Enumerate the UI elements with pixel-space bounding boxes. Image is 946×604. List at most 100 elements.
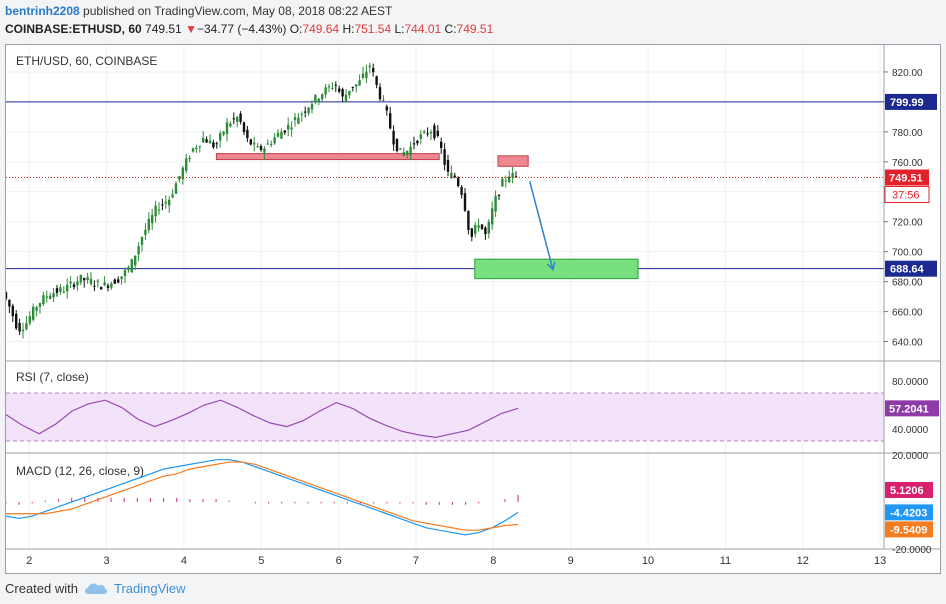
countdown-tag xyxy=(884,186,930,204)
candle-body xyxy=(297,117,300,124)
y-tick-label: 720.00 xyxy=(892,218,923,229)
arrow-head xyxy=(546,261,556,272)
candle-body xyxy=(423,131,426,133)
close-label: C: xyxy=(444,22,457,36)
y-tick-label: 680.00 xyxy=(892,278,923,289)
candle-body xyxy=(120,276,123,280)
candle-body xyxy=(140,237,144,245)
x-tick-label: 9 xyxy=(568,555,574,567)
candle-body xyxy=(287,124,290,130)
support-zone[interactable] xyxy=(474,258,639,280)
macd-value-tag xyxy=(885,481,933,498)
price-change: −34.77 (−4.43%) xyxy=(196,22,287,36)
open-label: O: xyxy=(289,22,303,36)
candle-body xyxy=(514,176,518,178)
candle-body xyxy=(103,282,106,286)
candle-body xyxy=(324,87,327,95)
candle-body xyxy=(399,148,402,150)
candle-body xyxy=(477,225,480,228)
resistance-zone[interactable] xyxy=(215,153,440,161)
candle-body xyxy=(372,67,375,73)
candle-body xyxy=(416,140,419,144)
candle-body xyxy=(501,178,504,187)
candle-body xyxy=(406,150,409,155)
y-tick-label: 640.00 xyxy=(892,338,923,349)
candle-body xyxy=(283,130,286,133)
candle-body xyxy=(290,127,293,130)
x-tick-label: 4 xyxy=(181,555,187,567)
candle-body xyxy=(195,147,198,150)
candle-body xyxy=(436,130,439,136)
candle-body xyxy=(93,285,96,287)
candle-body xyxy=(348,90,351,96)
candle-body xyxy=(52,293,55,298)
candle-body xyxy=(327,86,331,88)
high-value: 751.54 xyxy=(354,22,392,36)
projection-arrow[interactable] xyxy=(528,181,554,270)
macd-tick-label: 20.0000 xyxy=(892,451,929,462)
candle-body xyxy=(266,143,269,145)
candle-body xyxy=(72,284,76,287)
candle-body xyxy=(25,323,28,330)
candle-body xyxy=(467,210,470,230)
chart-container[interactable]: 2 3 4 5 6 7 8 9 10 11 12 13 640.00 660.00 680.00 700.00… xyxy=(4,44,941,574)
candle-body xyxy=(412,143,416,145)
candle-body xyxy=(96,280,99,282)
candle-body xyxy=(358,80,361,86)
y-tick-label: 660.00 xyxy=(892,308,923,319)
candle-body xyxy=(11,305,14,317)
candle-body xyxy=(457,177,460,187)
author-link[interactable]: bentrinh2208 xyxy=(5,4,80,18)
candle-body xyxy=(497,194,501,196)
candle-body xyxy=(157,209,161,211)
level-price-label: 688.64 xyxy=(890,264,925,276)
last-price-tag xyxy=(885,169,929,186)
x-tick-label: 10 xyxy=(642,555,654,567)
candle-body xyxy=(443,149,446,165)
macd-value-label: -9.5409 xyxy=(890,524,927,536)
candle-body xyxy=(419,134,422,139)
signal-line xyxy=(6,461,519,531)
countdown-label: 37:56 xyxy=(892,190,920,202)
candle-body xyxy=(127,267,130,271)
candle-body xyxy=(35,306,38,311)
candle-body xyxy=(28,316,31,324)
candle-body xyxy=(300,113,303,115)
candle-body xyxy=(8,299,11,307)
candle-body xyxy=(168,199,171,206)
candle-body xyxy=(307,107,310,114)
x-tick-label: 3 xyxy=(104,555,110,567)
candle-body xyxy=(280,131,283,139)
tradingview-link[interactable]: TradingView xyxy=(113,580,186,596)
candle-body xyxy=(504,180,507,182)
candle-body xyxy=(361,73,365,78)
candle-body xyxy=(79,274,82,283)
candle-body xyxy=(191,148,195,152)
candle-body xyxy=(171,194,174,198)
candle-body xyxy=(249,139,252,145)
candle-body xyxy=(151,214,154,224)
rsi-band xyxy=(6,393,884,441)
candle-body xyxy=(89,278,93,284)
macd-value-label: 5.1206 xyxy=(890,485,924,497)
candle-body xyxy=(480,224,484,229)
candle-body xyxy=(174,183,178,194)
macd-tick-label: -20.0000 xyxy=(892,545,932,556)
candle-body xyxy=(395,138,399,152)
macd-pane-title: MACD (12, 26, close, 9) xyxy=(16,464,144,478)
chart-svg[interactable]: 2 3 4 5 6 7 8 9 10 11 12 13 640.00 660.00 680.00 700.00… xyxy=(4,45,940,573)
candle-body xyxy=(310,104,314,110)
candle-body xyxy=(225,122,229,135)
candle-body xyxy=(21,329,25,332)
candle-body xyxy=(463,193,467,211)
candle-body xyxy=(368,65,371,68)
close-value: 749.51 xyxy=(456,22,494,36)
candle-body xyxy=(164,201,167,204)
resistance-zone[interactable] xyxy=(497,155,529,167)
candle-body xyxy=(198,146,201,148)
published-text: published on TradingView.com, May 08, 20… xyxy=(83,4,393,18)
candle-body xyxy=(263,148,266,153)
candle-body xyxy=(246,129,249,139)
macd-line xyxy=(5,459,519,536)
publish-info: bentrinh2208 published on TradingView.co… xyxy=(5,4,392,18)
